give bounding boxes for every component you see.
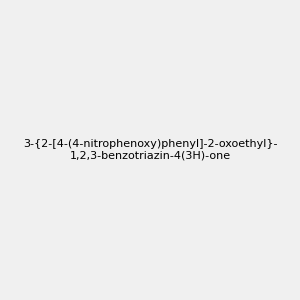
Text: 3-{2-[4-(4-nitrophenoxy)phenyl]-2-oxoethyl}-
1,2,3-benzotriazin-4(3H)-one: 3-{2-[4-(4-nitrophenoxy)phenyl]-2-oxoeth…: [23, 139, 277, 161]
